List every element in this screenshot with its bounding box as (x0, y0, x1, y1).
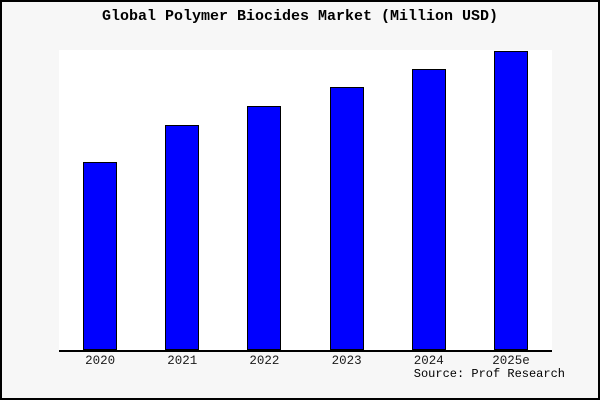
bar-slot-2023 (306, 50, 388, 350)
bar-slot-2020 (59, 50, 141, 350)
bar-2022 (247, 106, 282, 350)
x-tick-label-2024: 2024 (413, 354, 444, 368)
x-tick-label-2021: 2021 (167, 354, 198, 368)
bar-2024 (411, 69, 446, 350)
x-axis-labels: 2020 2021 2022 2023 2024 2025e (59, 354, 552, 368)
plot-area (59, 50, 552, 352)
bar-slot-2024 (388, 50, 470, 350)
bar-2023 (329, 87, 364, 350)
source-credit: Source: Prof Research (413, 367, 565, 381)
bar-2020 (83, 162, 118, 350)
x-tick-label-2025e: 2025e (492, 354, 530, 368)
bar-slot-2021 (141, 50, 223, 350)
bar-2025e (493, 51, 528, 350)
bars-container (59, 50, 552, 350)
x-tick-label-2023: 2023 (331, 354, 362, 368)
x-tick-label-2020: 2020 (85, 354, 116, 368)
chart-title: Global Polymer Biocides Market (Million … (101, 8, 499, 25)
bar-2021 (165, 125, 200, 350)
bar-slot-2025e (470, 50, 552, 350)
x-tick-label-2022: 2022 (249, 354, 280, 368)
bar-slot-2022 (223, 50, 305, 350)
